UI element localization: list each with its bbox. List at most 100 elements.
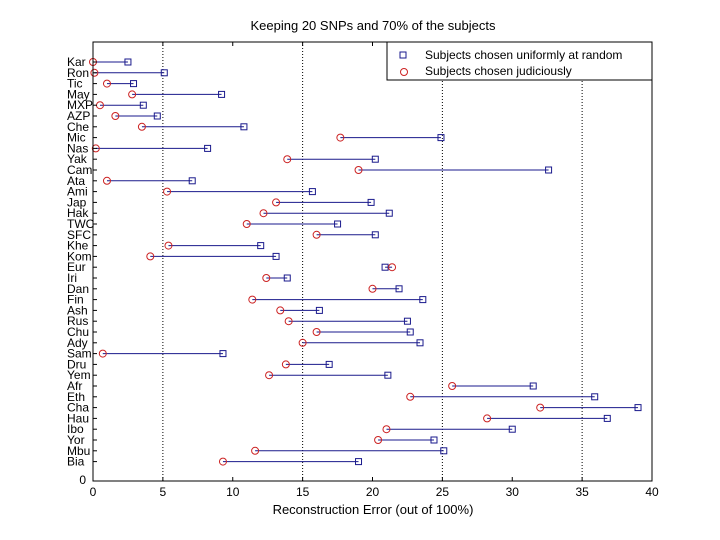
judicious-marker: [265, 371, 274, 380]
judicious-marker: [248, 295, 257, 304]
judicious-marker: [251, 446, 260, 455]
x-tick-label: 25: [436, 485, 450, 499]
y-tick-label: MXP: [67, 98, 93, 112]
judicious-marker: [276, 306, 285, 315]
random-marker: [430, 436, 438, 444]
y-tick-label: Nas: [67, 141, 88, 155]
y-tick-label: Mic: [67, 131, 86, 145]
judicious-marker: [388, 263, 397, 272]
judicious-marker: [102, 176, 111, 185]
judicious-marker: [164, 241, 173, 250]
judicious-marker: [259, 209, 268, 218]
judicious-marker: [262, 274, 271, 282]
random-marker: [204, 144, 212, 152]
random-marker: [139, 101, 147, 109]
y-tick-label: Yak: [67, 152, 88, 166]
legend-marker-circle: [400, 68, 408, 76]
y-tick-label: Mbu: [67, 444, 90, 458]
judicious-marker: [354, 166, 363, 174]
random-marker: [308, 188, 316, 196]
random-marker: [384, 371, 392, 379]
random-marker: [545, 166, 553, 174]
random-marker: [218, 90, 226, 98]
y-tick-label: Ash: [67, 303, 88, 317]
y-tick-label: Yem: [67, 368, 91, 382]
random-marker: [240, 123, 248, 131]
x-axis: 0 5 10 15 20 25 30 35 40: [90, 42, 659, 499]
judicious-marker: [312, 230, 321, 239]
random-marker: [367, 198, 375, 206]
y-tick-label: Eth: [67, 390, 85, 404]
y-tick-label: Tic: [67, 77, 83, 91]
judicious-marker: [218, 457, 227, 466]
judicious-marker: [336, 133, 345, 142]
x-tick-label: 20: [366, 485, 380, 499]
random-marker: [257, 242, 265, 250]
judicious-marker: [102, 79, 111, 88]
judicious-marker: [536, 403, 545, 412]
random-marker: [371, 155, 379, 163]
random-marker: [325, 360, 333, 368]
judicious-marker: [483, 414, 492, 423]
y-tick-label: AZP: [67, 109, 90, 123]
x-tick-label: 10: [226, 485, 240, 499]
judicious-marker: [448, 382, 457, 390]
random-marker: [272, 252, 280, 260]
judicious-marker: [406, 392, 415, 401]
y-tick-label: Ami: [67, 185, 88, 199]
legend-marker-square: [399, 51, 407, 59]
random-marker: [153, 112, 161, 120]
judicious-marker: [137, 122, 146, 131]
judicious-marker: [272, 198, 281, 207]
y-tick-label: Hau: [67, 411, 89, 425]
y-tick-label: SFC: [67, 228, 91, 242]
reference-lines: [162, 42, 583, 481]
random-marker: [124, 58, 132, 66]
judicious-marker: [128, 90, 137, 99]
random-marker: [591, 393, 599, 401]
y-tick-label: Kar: [67, 55, 86, 69]
random-marker: [403, 317, 411, 325]
random-marker: [160, 69, 168, 77]
y-tick-label: Afr: [67, 379, 82, 393]
judicious-marker: [284, 317, 293, 326]
x-tick-label: 40: [645, 485, 659, 499]
judicious-marker: [298, 338, 307, 347]
y-tick-label: Jap: [67, 195, 87, 209]
judicious-marker: [382, 425, 391, 434]
y-tick-label: Fin: [67, 293, 84, 307]
y-tick-label: Sam: [67, 347, 92, 361]
dumbbell-series: [89, 58, 642, 466]
y-tick-label: Dru: [67, 357, 86, 371]
y-tick-label: Kom: [67, 249, 92, 263]
y-tick-label: Ata: [67, 174, 85, 188]
judicious-marker: [111, 112, 120, 120]
random-marker: [419, 296, 427, 304]
y-tick-label: Hak: [67, 206, 89, 220]
y-tick-label: Cha: [67, 401, 89, 415]
legend-box: [386, 41, 653, 81]
random-marker: [130, 80, 138, 88]
x-axis-label: Reconstruction Error (out of 100%): [273, 502, 474, 517]
y-tick-label: Ibo: [67, 422, 84, 436]
judicious-marker: [242, 220, 251, 228]
judicious-marker: [163, 187, 172, 196]
y-zero-label: 0: [79, 473, 86, 487]
judicious-marker: [98, 349, 107, 358]
x-tick-label: 0: [90, 485, 97, 499]
random-marker: [440, 447, 448, 455]
random-marker: [634, 404, 642, 412]
x-tick-label: 30: [506, 485, 520, 499]
y-tick-label: Khe: [67, 239, 89, 253]
y-axis: KarRonTicMayMXPAZPCheMicNasYakCamAtaAmiJ…: [67, 55, 97, 469]
judicious-marker: [146, 252, 155, 261]
y-tick-label: Bia: [67, 455, 85, 469]
chart-title: Keeping 20 SNPs and 70% of the subjects: [251, 18, 496, 33]
judicious-marker: [368, 284, 377, 293]
judicious-marker: [91, 144, 100, 153]
x-tick-label: 35: [575, 485, 589, 499]
legend: Subjects chosen uniformly at random Subj…: [386, 41, 653, 81]
random-marker: [385, 209, 393, 217]
x-tick-label: 5: [160, 485, 167, 499]
